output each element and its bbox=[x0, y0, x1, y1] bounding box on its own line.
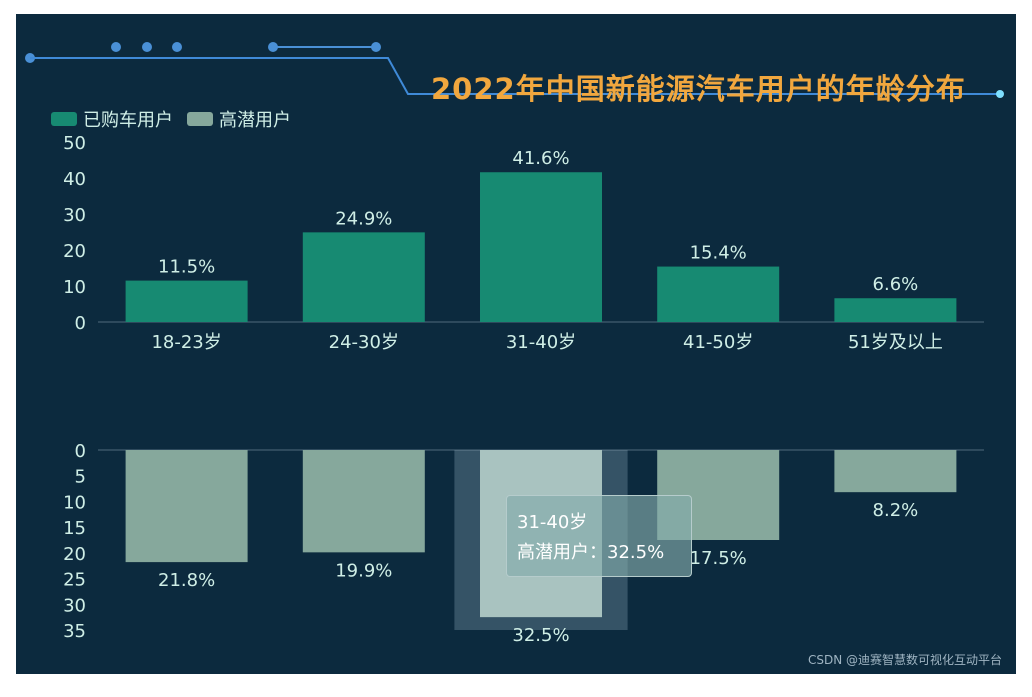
data-label-purchased: 11.5% bbox=[158, 257, 215, 278]
bottom-y-tick-label: 5 bbox=[75, 467, 86, 488]
legend: 已购车用户 高潜用户 bbox=[51, 106, 291, 132]
top-y-tick-label: 0 bbox=[75, 313, 86, 334]
bar-potential[interactable] bbox=[834, 450, 957, 493]
top-y-tick-label: 50 bbox=[63, 133, 86, 154]
bar-potential[interactable] bbox=[125, 450, 248, 563]
category-label: 24-30岁 bbox=[329, 332, 399, 353]
bottom-y-tick-label: 25 bbox=[63, 570, 86, 591]
category-label: 51岁及以上 bbox=[848, 332, 943, 353]
legend-swatch-purchased bbox=[51, 112, 77, 126]
bottom-y-tick-label: 35 bbox=[63, 621, 86, 642]
data-label-potential: 19.9% bbox=[335, 560, 392, 581]
frame-dot-end bbox=[996, 90, 1004, 98]
tooltip-category: 31-40岁 bbox=[517, 512, 588, 533]
frame-line bbox=[30, 57, 1000, 95]
tooltip-value: 32.5% bbox=[607, 542, 665, 563]
data-label-potential: 32.5% bbox=[512, 625, 569, 646]
frame-dot-1 bbox=[111, 42, 121, 52]
bottom-y-tick-label: 10 bbox=[63, 492, 86, 513]
top-y-tick-label: 20 bbox=[63, 241, 86, 262]
legend-label-purchased: 已购车用户 bbox=[83, 110, 173, 131]
bar-purchased[interactable] bbox=[657, 266, 780, 322]
bottom-y-tick-label: 15 bbox=[63, 518, 86, 539]
frame-dot-2 bbox=[142, 42, 152, 52]
tooltip-series: 高潜用户 bbox=[517, 542, 589, 563]
bottom-y-tick-label: 20 bbox=[63, 544, 86, 565]
bar-potential[interactable] bbox=[302, 450, 425, 553]
legend-item-potential[interactable]: 高潜用户 bbox=[187, 106, 291, 132]
top-y-tick-label: 40 bbox=[63, 169, 86, 190]
data-label-potential: 17.5% bbox=[690, 548, 747, 569]
watermark: CSDN @迪赛智慧数可视化互动平台 bbox=[807, 653, 1002, 667]
bar-purchased[interactable] bbox=[480, 172, 602, 322]
data-label-purchased: 6.6% bbox=[873, 274, 919, 295]
legend-item-purchased[interactable]: 已购车用户 bbox=[51, 106, 173, 132]
frame-dot-5 bbox=[371, 42, 381, 52]
data-label-purchased: 15.4% bbox=[690, 243, 747, 264]
category-label: 31-40岁 bbox=[506, 332, 576, 353]
bar-purchased[interactable] bbox=[834, 298, 957, 322]
category-label: 18-23岁 bbox=[151, 332, 221, 353]
frame-dot-3 bbox=[172, 42, 182, 52]
tooltip: 31-40岁 高潜用户：32.5% bbox=[506, 495, 692, 577]
data-label-potential: 21.8% bbox=[158, 570, 215, 591]
top-y-tick-label: 30 bbox=[63, 205, 86, 226]
data-label-potential: 8.2% bbox=[873, 500, 919, 521]
legend-label-potential: 高潜用户 bbox=[219, 110, 291, 131]
chart-panel: 0 10 20 30 40 50 11.5% 18-23岁 24.9% 24-30岁 41.6% 3… bbox=[16, 14, 1016, 674]
bottom-y-tick-label: 30 bbox=[63, 595, 86, 616]
tooltip-row: 高潜用户：32.5% bbox=[517, 538, 681, 568]
top-y-tick-label: 10 bbox=[63, 277, 86, 298]
legend-swatch-potential bbox=[187, 112, 213, 126]
category-label: 41-50岁 bbox=[683, 332, 753, 353]
data-label-purchased: 24.9% bbox=[335, 208, 392, 229]
top-bars: 11.5% 18-23岁 24.9% 24-30岁 41.6% 31-40岁 15.4% 41… bbox=[125, 148, 957, 353]
tooltip-separator: ： bbox=[589, 542, 607, 563]
header-frame bbox=[25, 42, 1004, 98]
data-label-purchased: 41.6% bbox=[512, 148, 569, 169]
bottom-y-tick-label: 0 bbox=[75, 441, 86, 462]
bar-purchased[interactable] bbox=[302, 232, 425, 322]
bar-purchased[interactable] bbox=[125, 280, 248, 322]
chart-title: 2022年中国新能源汽车用户的年龄分布 bbox=[431, 72, 966, 106]
